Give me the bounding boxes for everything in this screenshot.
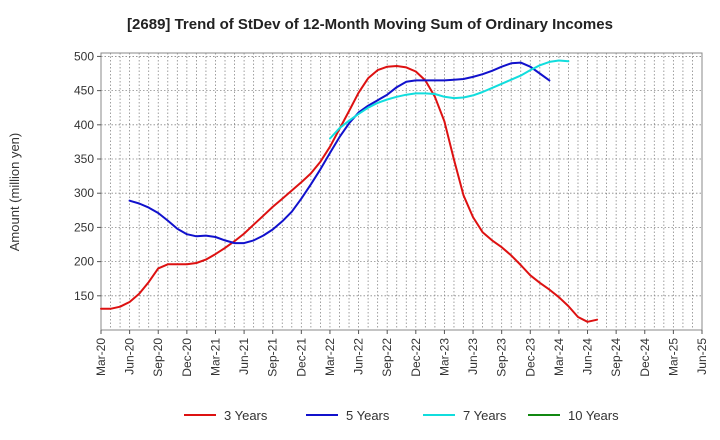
y-tick-label: 250 <box>74 220 94 234</box>
x-tick-label: Sep-23 <box>495 338 509 377</box>
grid-lines <box>101 53 702 330</box>
y-tick-label: 150 <box>74 289 94 303</box>
x-tick-label: Mar-21 <box>208 338 222 376</box>
y-tick-label: 450 <box>74 84 94 98</box>
y-tick-label: 300 <box>74 186 94 200</box>
x-tick-label: Sep-22 <box>380 338 394 377</box>
x-tick-label: Dec-24 <box>638 338 652 377</box>
x-tick-label: Jun-24 <box>581 338 595 375</box>
x-tick-label: Jun-23 <box>466 338 480 375</box>
x-tick-label: Dec-23 <box>523 338 537 377</box>
x-tick-label: Mar-25 <box>666 338 680 376</box>
y-tick-label: 400 <box>74 118 94 132</box>
x-tick-label: Jun-20 <box>123 338 137 375</box>
chart-title: [2689] Trend of StDev of 12-Month Moving… <box>127 16 613 33</box>
y-tick-label: 200 <box>74 255 94 269</box>
x-tick-label: Jun-21 <box>237 338 251 375</box>
x-tick-label: Jun-22 <box>352 338 366 375</box>
plot-area <box>100 52 703 331</box>
y-axis-ticks: 150 200 250 300 350 400 450 500 <box>74 49 101 303</box>
x-tick-label: Mar-23 <box>437 338 451 376</box>
legend-label-3-years: 3 Years <box>224 408 268 423</box>
y-tick-label: 500 <box>74 49 94 63</box>
legend: 3 Years 5 Years 7 Years 10 Years <box>184 408 619 423</box>
x-tick-label: Sep-24 <box>609 338 623 377</box>
legend-label-10-years: 10 Years <box>568 408 619 423</box>
x-tick-label: Jun-25 <box>695 338 709 375</box>
legend-label-5-years: 5 Years <box>346 408 390 423</box>
legend-label-7-years: 7 Years <box>463 408 507 423</box>
x-tick-label: Mar-22 <box>323 338 337 376</box>
x-tick-label: Sep-20 <box>151 338 165 377</box>
x-tick-label: Dec-20 <box>180 338 194 377</box>
y-tick-label: 350 <box>74 152 94 166</box>
x-tick-label: Dec-22 <box>409 338 423 377</box>
x-tick-label: Sep-21 <box>266 338 280 377</box>
series-line-5-years <box>128 61 551 245</box>
series-line-3-years <box>100 65 599 323</box>
series-line-7-years <box>329 59 570 140</box>
x-tick-label: Dec-21 <box>294 338 308 377</box>
series-lines <box>100 59 599 323</box>
y-axis-label: Amount (million yen) <box>7 133 22 252</box>
x-axis-ticks: Mar-20 Jun-20 Sep-20 Dec-20 Mar-21 Jun-21 Sep-… <box>94 330 709 377</box>
x-tick-label: Mar-20 <box>94 338 108 376</box>
x-tick-label: Mar-24 <box>552 338 566 376</box>
